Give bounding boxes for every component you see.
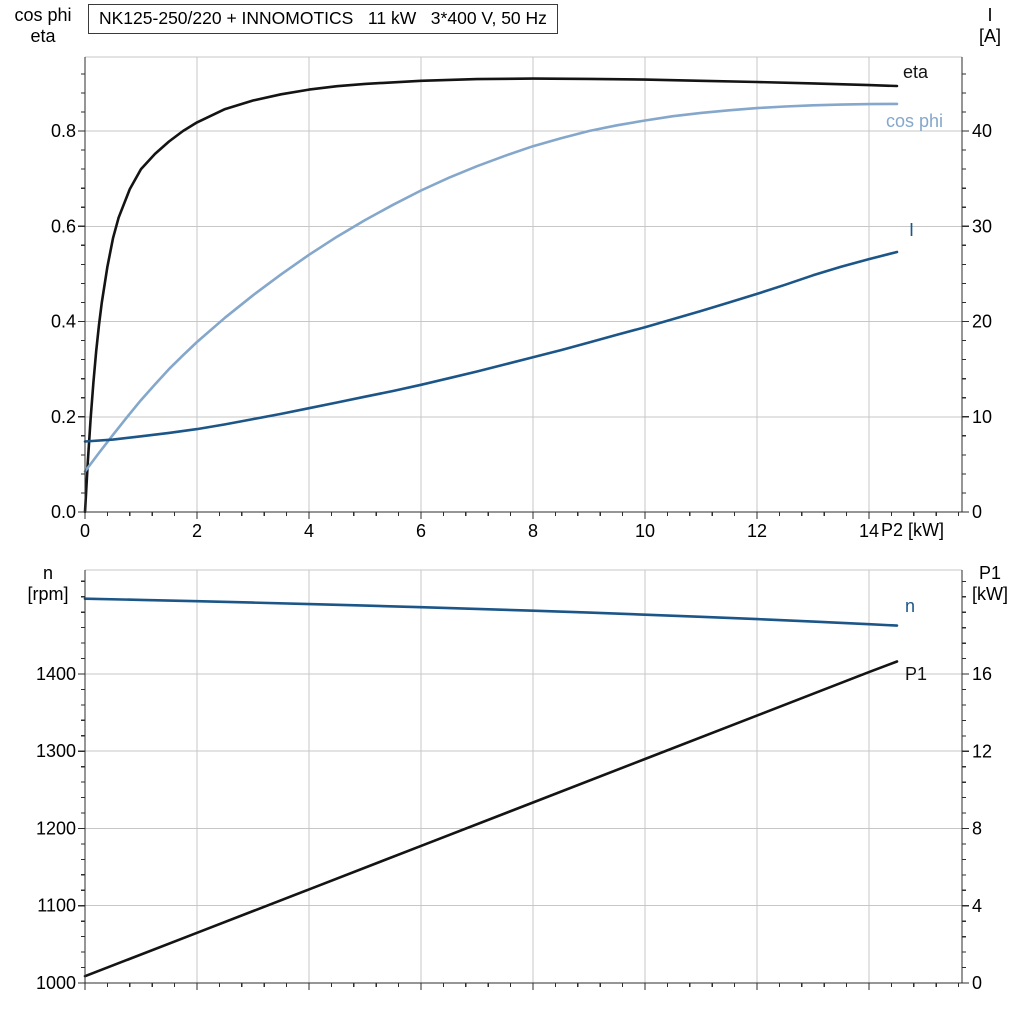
top-chart: 0 2 4 6 8 10 12 14 0.0 0.2 0.4 0.6 0.8 0 10 20 30 40 bbox=[51, 56, 992, 541]
x-tick-label: 12 bbox=[747, 521, 767, 541]
left-tick-label: 0.6 bbox=[51, 216, 76, 236]
right-tick-label: 40 bbox=[972, 121, 992, 141]
chart-title: NK125-250/220 + INNOMOTICS 11 kW 3*400 V… bbox=[88, 4, 558, 34]
left-tick-label: 0.0 bbox=[51, 502, 76, 522]
curve-label-p1: P1 bbox=[905, 664, 928, 684]
x-tick-label: 2 bbox=[192, 521, 202, 541]
axis-title-speed-unit: [rpm] bbox=[27, 584, 69, 604]
bottom-left-axis-title: n [rpm] bbox=[14, 563, 82, 605]
top-left-axis-title: cos phi eta bbox=[4, 5, 82, 47]
tick-labels: 1000 1100 1200 1300 1400 0 4 8 12 16 bbox=[36, 664, 992, 993]
right-tick-label: 16 bbox=[972, 664, 992, 684]
bottom-chart: 1000 1100 1200 1300 1400 0 4 8 12 16 bbox=[36, 569, 992, 993]
ticks bbox=[78, 580, 969, 990]
left-tick-label: 1400 bbox=[36, 664, 76, 684]
left-tick-label: 1100 bbox=[37, 896, 76, 916]
right-tick-label: 0 bbox=[972, 973, 982, 993]
bottom-right-axis-title: P1 [kW] bbox=[960, 563, 1020, 605]
series-I bbox=[83, 250, 899, 443]
right-tick-label: 10 bbox=[972, 407, 992, 427]
left-tick-label: 0.8 bbox=[51, 121, 76, 141]
x-tick-label: 8 bbox=[528, 521, 538, 541]
axis-title-p1: P1 bbox=[978, 563, 1002, 583]
right-tick-label: 8 bbox=[972, 819, 982, 839]
x-tick-label: 0 bbox=[80, 521, 90, 541]
left-tick-label: 1300 bbox=[36, 741, 76, 761]
axis-title-current: I bbox=[987, 5, 993, 25]
right-tick-label: 20 bbox=[972, 312, 992, 332]
x-tick-label: 6 bbox=[416, 521, 426, 541]
series-cos-phi bbox=[83, 102, 899, 473]
right-tick-label: 30 bbox=[972, 216, 992, 236]
right-tick-label: 4 bbox=[972, 896, 982, 916]
axes bbox=[84, 570, 963, 984]
axis-title-cos-phi: cos phi bbox=[14, 5, 72, 25]
series-P1 bbox=[83, 660, 899, 978]
x-axis-title: P2 [kW] bbox=[881, 520, 945, 540]
grid bbox=[85, 569, 962, 983]
curve-label-speed: n bbox=[905, 596, 916, 616]
grid bbox=[85, 56, 962, 512]
axis-title-current-unit: [A] bbox=[978, 26, 1001, 46]
ticks bbox=[78, 73, 969, 519]
curve-label-cos-phi: cos phi bbox=[886, 111, 944, 131]
series-n bbox=[83, 597, 899, 627]
curve-label-eta: eta bbox=[903, 62, 929, 82]
x-tick-label: 10 bbox=[635, 521, 655, 541]
left-tick-label: 0.2 bbox=[51, 407, 76, 427]
series-eta bbox=[83, 77, 899, 514]
left-tick-label: 1000 bbox=[36, 973, 76, 993]
x-tick-label: 14 bbox=[859, 521, 879, 541]
axis-title-eta: eta bbox=[30, 26, 56, 46]
curve-label-current: I bbox=[909, 220, 915, 240]
right-tick-label: 12 bbox=[972, 741, 992, 761]
axis-title-speed: n bbox=[42, 563, 53, 583]
axis-title-p1-unit: [kW] bbox=[972, 584, 1008, 604]
left-tick-label: 1200 bbox=[36, 818, 76, 838]
axes bbox=[84, 57, 963, 513]
x-tick-label: 4 bbox=[304, 521, 314, 541]
left-tick-label: 0.4 bbox=[51, 312, 76, 332]
right-tick-label: 0 bbox=[972, 502, 982, 522]
tick-labels: 0 2 4 6 8 10 12 14 0.0 0.2 0.4 0.6 0.8 0 10 20 30 40 bbox=[51, 121, 992, 541]
top-right-axis-title: I [A] bbox=[962, 5, 1018, 47]
